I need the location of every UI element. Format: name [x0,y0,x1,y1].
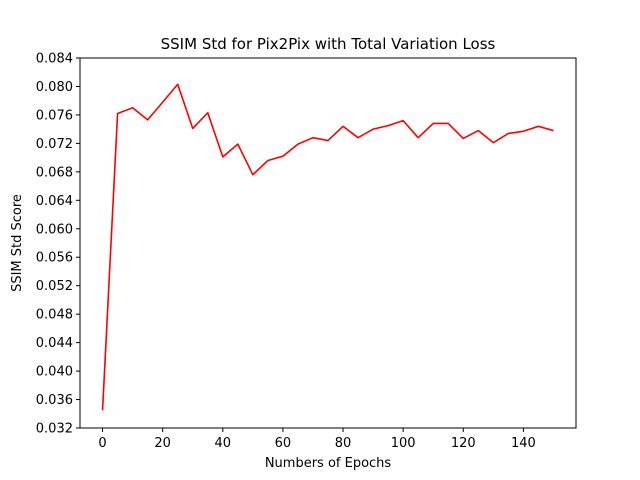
y-tick-label: 0.032 [36,422,73,437]
plot-area [101,83,554,411]
x-tick-label: 80 [335,436,352,451]
y-tick-label: 0.076 [36,108,73,123]
y-tick-label: 0.068 [36,165,73,180]
plot-frame [79,57,577,429]
y-tick-label: 0.052 [36,279,73,294]
y-tick-label: 0.044 [36,336,73,351]
chart-title: SSIM Std for Pix2Pix with Total Variatio… [161,35,496,53]
y-axis-label: SSIM Std Score [10,194,25,292]
y-tick-label: 0.056 [36,251,73,266]
y-tick-label: 0.084 [36,52,73,67]
x-tick-label: 100 [391,436,416,451]
x-tick-label: 60 [275,436,292,451]
y-tick-label: 0.080 [36,80,73,95]
y-tick-label: 0.064 [36,194,73,209]
y-tick-label: 0.048 [36,308,73,323]
x-tick-label: 20 [154,436,171,451]
x-tick-label: 40 [215,436,232,451]
x-axis: 0 20 40 60 80 100 120 140 [98,428,536,451]
y-tick-label: 0.040 [36,365,73,380]
y-axis: 0.032 0.036 0.040 0.044 0.048 0.052 0.056 0.060… [36,52,80,437]
x-tick-label: 140 [511,436,536,451]
y-tick-label: 0.036 [36,393,73,408]
x-axis-label: Numbers of Epochs [265,456,392,471]
y-tick-label: 0.060 [36,222,73,237]
y-tick-label: 0.072 [36,137,73,152]
series-line [101,83,554,411]
x-tick-label: 0 [98,436,106,451]
x-tick-label: 120 [451,436,476,451]
